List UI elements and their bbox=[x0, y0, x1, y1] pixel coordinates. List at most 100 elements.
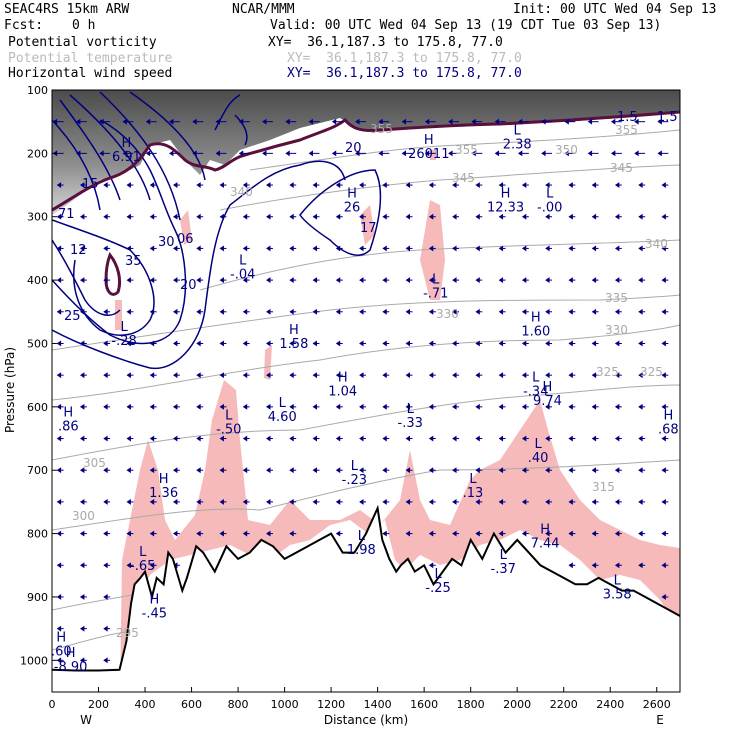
wind-arrow bbox=[289, 213, 297, 220]
svg-text:06: 06 bbox=[177, 232, 194, 247]
wind-arrow bbox=[103, 277, 111, 284]
wind-arrow bbox=[266, 435, 273, 442]
wind-arrow bbox=[661, 403, 669, 410]
wind-arrow bbox=[498, 245, 506, 252]
wind-arrow bbox=[242, 277, 250, 284]
wind-arrow bbox=[266, 372, 273, 379]
wind-arrow bbox=[56, 372, 64, 379]
y-tick-label: 100 bbox=[27, 84, 48, 97]
wind-arrow bbox=[614, 340, 622, 347]
wind-arrow bbox=[99, 118, 111, 125]
wind-arrow bbox=[335, 498, 343, 505]
wind-arrow bbox=[56, 245, 64, 252]
wind-arrow bbox=[564, 150, 576, 157]
wind-arrow bbox=[382, 403, 390, 410]
wind-arrow bbox=[638, 340, 646, 347]
wind-arrow bbox=[219, 467, 227, 474]
wind-arrow bbox=[196, 213, 204, 220]
y-axis: 100 200 300 400 500 600 700 800 900 1000 bbox=[20, 84, 57, 667]
wind-arrow bbox=[382, 340, 390, 347]
wind-arrow bbox=[475, 182, 483, 188]
x-tick-label: 2200 bbox=[550, 698, 578, 711]
wind-arrow bbox=[242, 498, 250, 505]
wind-arrow bbox=[56, 182, 64, 188]
wind-arrow bbox=[382, 467, 390, 474]
high-low-value: 26 bbox=[344, 201, 361, 216]
high-low-value: .60 bbox=[51, 644, 72, 659]
wind-arrow bbox=[521, 372, 529, 379]
wind-arrow bbox=[79, 308, 87, 315]
wind-arrow bbox=[401, 118, 413, 125]
wind-arrow bbox=[634, 118, 646, 125]
wind-arrow bbox=[242, 245, 250, 252]
wind-arrow bbox=[591, 562, 599, 569]
wind-arrow bbox=[219, 435, 227, 442]
wind-arrow bbox=[452, 530, 460, 537]
wind-arrow bbox=[149, 372, 157, 379]
wind-arrow bbox=[149, 498, 157, 505]
field-xy-theta: XY= 36.1,187.3 to 175.8, 77.0 bbox=[287, 51, 522, 66]
wind-arrow bbox=[312, 372, 320, 379]
wind-arrow bbox=[498, 213, 506, 220]
wind-arrow bbox=[149, 213, 157, 220]
wind-arrow bbox=[242, 340, 250, 347]
high-low-marker: H bbox=[347, 187, 357, 202]
wind-arrow bbox=[79, 562, 87, 569]
wind-arrow bbox=[308, 150, 320, 157]
wind-arrow bbox=[452, 372, 460, 379]
wind-arrow bbox=[428, 340, 436, 347]
high-low-marker: L bbox=[532, 370, 540, 385]
wind-arrow bbox=[521, 213, 529, 220]
wind-arrow bbox=[382, 372, 390, 379]
wind-arrow bbox=[498, 182, 506, 188]
wind-arrow bbox=[587, 118, 599, 125]
wind-arrow bbox=[382, 277, 390, 284]
wind-arrow bbox=[661, 372, 669, 379]
wind-arrow bbox=[382, 308, 390, 315]
high-low-value: -.23 bbox=[342, 473, 367, 488]
high-low-marker: H bbox=[543, 380, 553, 395]
wind-arrow bbox=[173, 213, 180, 220]
wind-arrow bbox=[545, 530, 553, 537]
pv-contour bbox=[52, 110, 680, 212]
wind-arrow bbox=[359, 245, 366, 252]
high-low-marker: L bbox=[514, 123, 522, 138]
wind-arrow bbox=[75, 118, 87, 125]
wind-arrow bbox=[79, 625, 87, 632]
high-low-value: -.37 bbox=[491, 562, 516, 577]
wind-arrow bbox=[382, 182, 390, 188]
x-axis-east-label: E bbox=[656, 713, 664, 727]
high-low-marker: L bbox=[407, 402, 415, 417]
wind-arrow bbox=[331, 150, 343, 157]
x-tick-label: 400 bbox=[135, 698, 156, 711]
y-tick-label: 900 bbox=[27, 591, 48, 604]
wind-arrow bbox=[382, 435, 390, 442]
wind-arrow bbox=[498, 308, 506, 315]
wind-arrow bbox=[335, 435, 343, 442]
svg-text:12: 12 bbox=[70, 243, 87, 258]
high-low-marker: L bbox=[351, 459, 359, 474]
wind-arrow bbox=[564, 118, 576, 125]
theta-contours bbox=[52, 129, 680, 651]
wind-arrow bbox=[335, 277, 343, 284]
wind-arrow bbox=[289, 245, 297, 252]
wind-arrow bbox=[56, 467, 64, 474]
wind-arrow bbox=[638, 213, 646, 220]
high-low-value: 3.58 bbox=[603, 587, 632, 602]
wind-arrow bbox=[285, 150, 297, 157]
forecast-label: Fcst: bbox=[4, 18, 44, 33]
svg-text:315: 315 bbox=[592, 480, 615, 494]
wind-arrow bbox=[498, 530, 506, 537]
wind-arrow bbox=[568, 467, 576, 474]
wind-arrow bbox=[521, 182, 529, 188]
wind-arrow bbox=[545, 467, 553, 474]
svg-text:330: 330 bbox=[436, 307, 459, 321]
high-low-value: 9.74 bbox=[533, 394, 562, 409]
wind-arrow bbox=[661, 308, 669, 315]
wind-arrow bbox=[614, 277, 622, 284]
wind-arrow bbox=[428, 403, 436, 410]
wind-arrow bbox=[405, 530, 413, 537]
wind-arrow bbox=[568, 340, 576, 347]
svg-text:345: 345 bbox=[452, 171, 475, 185]
